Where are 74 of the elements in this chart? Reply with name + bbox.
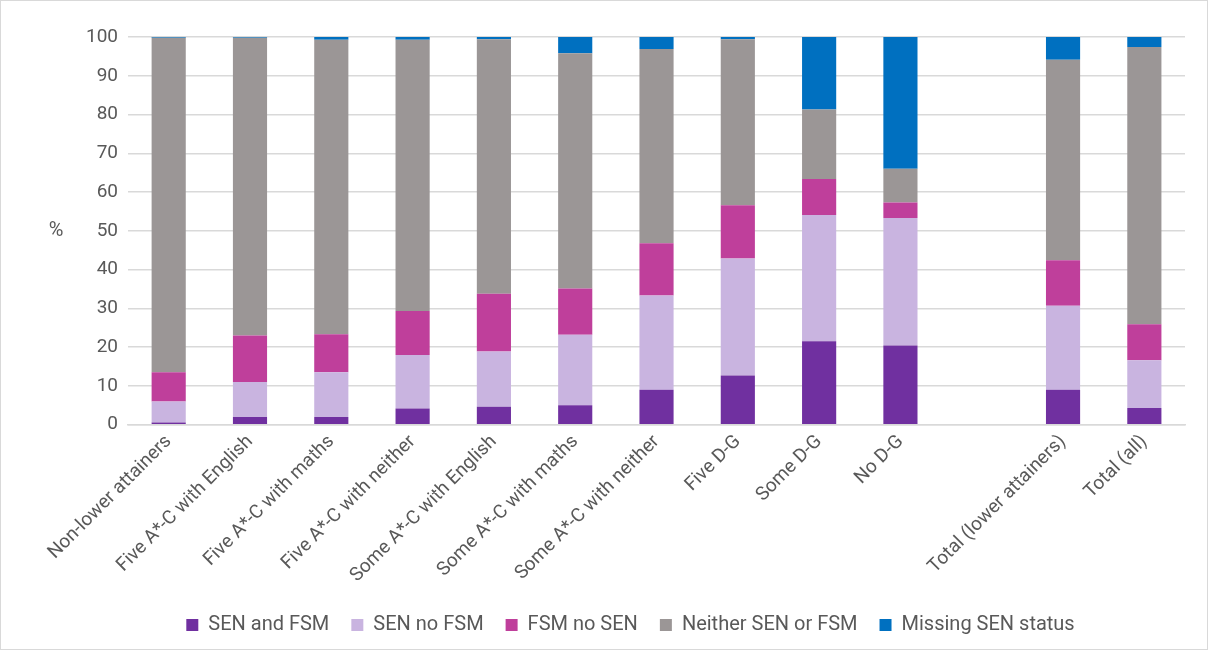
y-tick-label: 70 xyxy=(96,140,119,164)
bar xyxy=(639,49,674,244)
bar xyxy=(639,295,674,390)
bar xyxy=(314,39,349,335)
bar xyxy=(883,345,918,424)
legend-label: SEN no FSM xyxy=(373,611,484,635)
bar xyxy=(639,243,674,296)
legend-label: SEN and FSM xyxy=(208,611,330,635)
bar xyxy=(720,375,755,424)
bar xyxy=(395,39,430,312)
bar xyxy=(395,408,430,424)
y-axis-title: % xyxy=(48,216,64,241)
bar xyxy=(639,37,674,50)
bar xyxy=(1127,37,1162,48)
bar xyxy=(1045,37,1081,60)
bar xyxy=(1045,260,1081,306)
legend-label: Neither SEN or FSM xyxy=(681,611,858,635)
x-tick-label: No D-G xyxy=(848,429,908,488)
bar xyxy=(558,405,593,424)
bar xyxy=(151,401,186,423)
bar xyxy=(1127,408,1162,424)
bar xyxy=(802,109,837,179)
bar xyxy=(1045,305,1081,390)
bar xyxy=(151,372,186,402)
bar xyxy=(1045,59,1081,261)
bar xyxy=(883,37,918,169)
bar xyxy=(1127,47,1162,325)
y-tick-label: 90 xyxy=(96,62,119,86)
bar xyxy=(314,334,349,373)
bar xyxy=(883,218,918,346)
bar xyxy=(476,351,511,407)
bar xyxy=(802,37,837,110)
y-tick-label: 20 xyxy=(96,333,119,357)
y-tick-label: 30 xyxy=(96,295,119,319)
legend-label: Missing SEN status xyxy=(901,611,1075,635)
y-tick-label: 100 xyxy=(85,23,119,47)
bar xyxy=(232,335,268,383)
y-tick-label: 60 xyxy=(96,178,119,202)
bar xyxy=(802,214,837,342)
bar xyxy=(720,39,755,206)
bar xyxy=(802,341,837,424)
bar xyxy=(720,258,755,376)
y-tick-label: 80 xyxy=(96,101,119,125)
bar xyxy=(395,311,430,355)
y-tick-label: 50 xyxy=(96,217,119,241)
bar xyxy=(395,37,430,40)
bar xyxy=(232,416,268,424)
bar xyxy=(1127,360,1162,409)
bar xyxy=(558,334,593,406)
bar xyxy=(883,168,918,203)
y-tick-label: 0 xyxy=(107,411,119,435)
bar xyxy=(314,37,349,40)
bar xyxy=(151,37,186,373)
bar xyxy=(314,416,349,424)
bar xyxy=(476,406,511,424)
x-tick-label: Five D-G xyxy=(679,429,745,495)
bar xyxy=(558,288,593,335)
y-tick-label: 10 xyxy=(96,372,119,396)
bar xyxy=(1045,389,1081,424)
bar xyxy=(1127,324,1162,361)
bar xyxy=(639,389,674,424)
bar xyxy=(476,293,511,352)
legend-label: FSM no SEN xyxy=(527,611,638,635)
bar xyxy=(720,205,755,259)
bar xyxy=(558,53,593,289)
bar xyxy=(395,354,430,409)
bar xyxy=(883,202,918,219)
bar xyxy=(232,382,268,417)
y-tick-label: 40 xyxy=(96,256,119,280)
bar xyxy=(558,37,593,54)
bar xyxy=(232,37,268,336)
bar xyxy=(802,178,837,215)
bar xyxy=(314,372,349,417)
bar xyxy=(476,39,511,294)
